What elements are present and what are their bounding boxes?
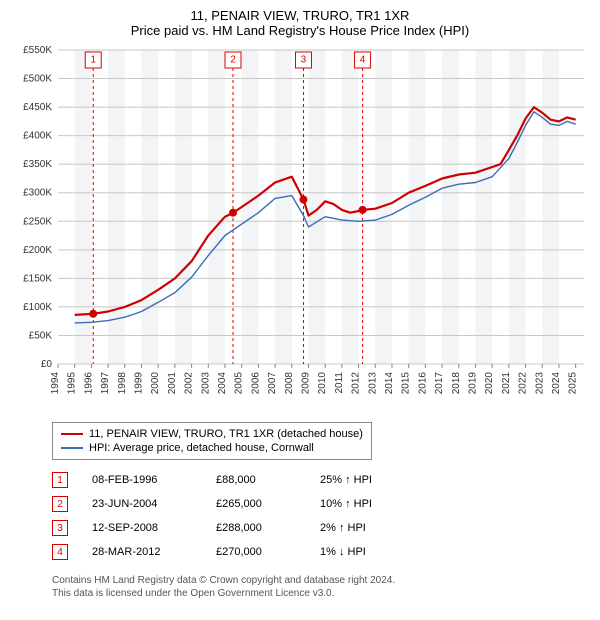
legend-swatch	[61, 433, 83, 435]
svg-text:2003: 2003	[200, 372, 211, 395]
svg-text:£0: £0	[41, 359, 53, 370]
svg-text:£400K: £400K	[23, 131, 52, 142]
svg-text:2006: 2006	[250, 372, 261, 395]
svg-text:1: 1	[90, 55, 96, 66]
svg-text:1998: 1998	[117, 372, 128, 395]
transaction-delta: 2% ↑ HPI	[320, 522, 410, 534]
svg-text:1995: 1995	[67, 372, 78, 395]
transaction-row: 2 23-JUN-2004 £265,000 10% ↑ HPI	[52, 492, 588, 516]
transaction-delta: 10% ↑ HPI	[320, 498, 410, 510]
attribution: Contains HM Land Registry data © Crown c…	[52, 574, 588, 600]
legend-label: 11, PENAIR VIEW, TRURO, TR1 1XR (detache…	[89, 428, 363, 440]
transaction-date: 12-SEP-2008	[92, 522, 192, 534]
svg-text:4: 4	[360, 55, 366, 66]
svg-text:2002: 2002	[184, 372, 195, 395]
svg-text:1997: 1997	[100, 372, 111, 395]
chart-container: 11, PENAIR VIEW, TRURO, TR1 1XR Price pa…	[0, 0, 600, 612]
svg-text:£300K: £300K	[23, 188, 52, 199]
transaction-price: £288,000	[216, 522, 296, 534]
svg-text:2022: 2022	[518, 372, 529, 395]
svg-text:2008: 2008	[284, 372, 295, 395]
svg-text:2005: 2005	[234, 372, 245, 395]
legend-box: 11, PENAIR VIEW, TRURO, TR1 1XR (detache…	[52, 422, 372, 460]
transaction-price: £265,000	[216, 498, 296, 510]
transaction-row: 4 28-MAR-2012 £270,000 1% ↓ HPI	[52, 540, 588, 564]
transaction-marker: 1	[52, 472, 68, 488]
svg-text:2: 2	[230, 55, 236, 66]
transaction-price: £88,000	[216, 474, 296, 486]
svg-text:2025: 2025	[568, 372, 579, 395]
svg-text:£250K: £250K	[23, 216, 52, 227]
svg-text:2012: 2012	[351, 372, 362, 395]
svg-text:2019: 2019	[467, 372, 478, 395]
svg-text:2001: 2001	[167, 372, 178, 395]
svg-text:2021: 2021	[501, 372, 512, 395]
svg-text:2007: 2007	[267, 372, 278, 395]
transaction-delta: 1% ↓ HPI	[320, 546, 410, 558]
svg-text:2013: 2013	[367, 372, 378, 395]
svg-text:2004: 2004	[217, 372, 228, 395]
svg-text:2018: 2018	[451, 372, 462, 395]
svg-text:1999: 1999	[133, 372, 144, 395]
transaction-date: 23-JUN-2004	[92, 498, 192, 510]
transaction-price: £270,000	[216, 546, 296, 558]
svg-text:2020: 2020	[484, 372, 495, 395]
svg-text:2010: 2010	[317, 372, 328, 395]
svg-text:1994: 1994	[50, 372, 61, 395]
transactions-table: 1 08-FEB-1996 £88,000 25% ↑ HPI 2 23-JUN-2004…	[52, 468, 588, 564]
attribution-line1: Contains HM Land Registry data © Crown c…	[52, 574, 588, 587]
transaction-marker: 3	[52, 520, 68, 536]
svg-text:£500K: £500K	[23, 74, 52, 85]
transaction-date: 08-FEB-1996	[92, 474, 192, 486]
svg-text:2017: 2017	[434, 372, 445, 395]
svg-text:£100K: £100K	[23, 302, 52, 313]
chart-plot-area: £0 £50K £100K £150K £200K £250K £300K £350K £400…	[12, 44, 588, 414]
svg-text:2023: 2023	[534, 372, 545, 395]
transaction-row: 3 12-SEP-2008 £288,000 2% ↑ HPI	[52, 516, 588, 540]
legend-label: HPI: Average price, detached house, Corn…	[89, 442, 314, 454]
svg-text:£550K: £550K	[23, 45, 52, 56]
svg-text:2024: 2024	[551, 372, 562, 395]
transaction-marker: 2	[52, 496, 68, 512]
svg-text:2014: 2014	[384, 372, 395, 395]
legend-row: HPI: Average price, detached house, Corn…	[61, 441, 363, 455]
svg-text:£350K: £350K	[23, 159, 52, 170]
transaction-date: 28-MAR-2012	[92, 546, 192, 558]
svg-text:2011: 2011	[334, 372, 345, 394]
svg-text:2016: 2016	[417, 372, 428, 395]
legend-swatch	[61, 447, 83, 449]
svg-text:£450K: £450K	[23, 102, 52, 113]
svg-text:2000: 2000	[150, 372, 161, 395]
svg-text:3: 3	[301, 55, 307, 66]
svg-text:2015: 2015	[401, 372, 412, 395]
legend-row: 11, PENAIR VIEW, TRURO, TR1 1XR (detache…	[61, 427, 363, 441]
chart-svg: £0 £50K £100K £150K £200K £250K £300K £350K £400…	[12, 44, 588, 414]
chart-title-line1: 11, PENAIR VIEW, TRURO, TR1 1XR	[12, 8, 588, 23]
attribution-line2: This data is licensed under the Open Gov…	[52, 587, 588, 600]
svg-text:£150K: £150K	[23, 273, 52, 284]
svg-text:1996: 1996	[83, 372, 94, 395]
svg-text:2009: 2009	[300, 372, 311, 395]
transaction-row: 1 08-FEB-1996 £88,000 25% ↑ HPI	[52, 468, 588, 492]
svg-text:£200K: £200K	[23, 245, 52, 256]
transaction-marker: 4	[52, 544, 68, 560]
svg-text:£50K: £50K	[29, 330, 53, 341]
chart-title-line2: Price paid vs. HM Land Registry's House …	[12, 23, 588, 38]
transaction-delta: 25% ↑ HPI	[320, 474, 410, 486]
